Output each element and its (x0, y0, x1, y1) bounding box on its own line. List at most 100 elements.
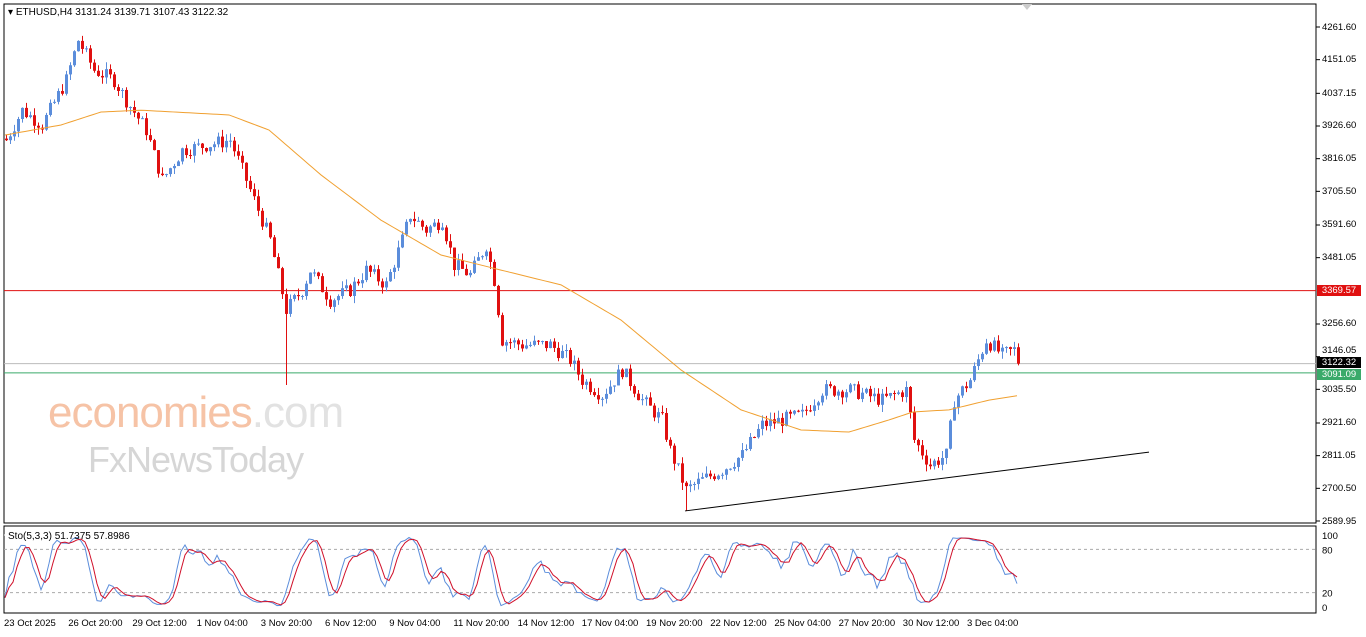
candle-body (181, 148, 184, 162)
sto-level-label: 80 (1322, 545, 1333, 556)
candle-body (445, 227, 448, 242)
candle-body (421, 220, 424, 227)
candle-body (849, 384, 852, 393)
candle-body (817, 402, 820, 406)
candle-body (173, 166, 176, 169)
candle-body (117, 87, 120, 91)
watermark-brand-part2: .com (251, 388, 344, 437)
candle-body (97, 70, 100, 76)
candle-body (397, 247, 400, 268)
date-label: 14 Nov 12:00 (517, 618, 575, 629)
price-axis-label: 3035.50 (1322, 383, 1357, 395)
price-axis-label: 2921.60 (1322, 417, 1357, 429)
candle-body (601, 398, 604, 400)
candle-body (521, 344, 524, 349)
candle-body (781, 417, 784, 426)
price-axis-label: 3926.60 (1322, 120, 1357, 132)
candle-body (293, 295, 296, 299)
candle-body (297, 295, 300, 297)
candle-body (553, 341, 556, 348)
candle-body (557, 347, 560, 359)
candle-body (377, 269, 380, 282)
date-label: 3 Dec 04:00 (967, 618, 1019, 629)
candle-body (121, 89, 124, 91)
candle-body (185, 148, 188, 156)
price-axis-label: 4261.60 (1322, 21, 1357, 33)
candle-body (53, 101, 56, 103)
date-label: 27 Nov 20:00 (838, 618, 896, 629)
candle-body (265, 222, 268, 227)
candle-body (405, 221, 408, 235)
candle-body (65, 74, 68, 94)
candle-body (833, 386, 836, 396)
candle-body (761, 420, 764, 429)
candle-body (841, 391, 844, 398)
candle-body (153, 140, 156, 151)
candle-body (317, 272, 320, 277)
candle-body (985, 343, 988, 354)
candle-body (277, 257, 280, 269)
candle-body (357, 281, 360, 284)
sto-main-line (4, 536, 1018, 607)
candle-body (349, 285, 352, 297)
candle-body (253, 189, 256, 197)
candle-body (905, 386, 908, 398)
candle-body (269, 222, 272, 238)
candle-body (233, 140, 236, 152)
candle-body (17, 118, 20, 132)
candle-body (301, 296, 304, 298)
chart-title: ▾ ETHUSD,H4 3131.24 3139.71 3107.43 3122… (8, 7, 229, 18)
candle-body (389, 272, 392, 282)
candle-body (937, 460, 940, 465)
candle-body (749, 436, 752, 450)
candle-body (541, 341, 544, 343)
candle-body (341, 288, 344, 297)
candle-body (537, 340, 540, 342)
candle-body (149, 135, 152, 141)
candle-body (581, 374, 584, 385)
candle-body (909, 386, 912, 413)
candle-body (465, 268, 468, 276)
resistance-price-tag: 3369.57 (1317, 285, 1361, 296)
candle-body (701, 477, 704, 479)
candle-body (585, 381, 588, 385)
price-axis-label: 2811.05 (1322, 450, 1356, 462)
candle-body (737, 457, 740, 467)
candle-body (609, 386, 612, 394)
candle-body (249, 180, 252, 190)
candle-body (561, 350, 564, 359)
candle-body (81, 40, 84, 49)
price-axis-label: 2589.95 (1322, 515, 1357, 527)
candle-body (845, 392, 848, 398)
candle-body (729, 468, 732, 470)
candle-body (941, 457, 944, 465)
candle-body (165, 174, 168, 176)
date-label: 29 Oct 12:00 (132, 618, 187, 629)
candle-body (797, 410, 800, 412)
candle-body (901, 392, 904, 398)
candle-body (973, 366, 976, 381)
candle-body (589, 381, 592, 393)
candle-body (393, 267, 396, 273)
candle-body (481, 256, 484, 258)
candle-body (789, 411, 792, 414)
candle-body (613, 385, 616, 387)
candle-body (89, 48, 92, 63)
candle-body (101, 75, 104, 78)
candle-body (501, 315, 504, 346)
sto-level-label: 20 (1322, 589, 1333, 600)
candle-body (765, 420, 768, 427)
candle-body (21, 107, 24, 119)
candle-body (573, 360, 576, 364)
candle-body (197, 143, 200, 145)
candle-body (313, 272, 316, 274)
candle-body (309, 272, 312, 284)
candle-body (145, 118, 148, 136)
candle-body (869, 388, 872, 397)
watermark-brand-part1: economies (48, 388, 253, 437)
candle-body (157, 150, 160, 174)
price-axis-label: 3481.05 (1322, 252, 1357, 264)
candle-body (769, 419, 772, 427)
candle-body (241, 155, 244, 163)
